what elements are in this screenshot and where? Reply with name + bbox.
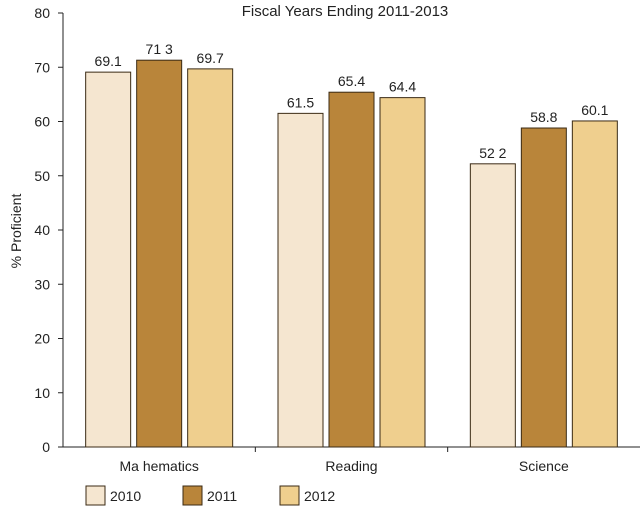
data-label: 69.1 [95, 53, 122, 69]
x-tick-label: Ma hematics [119, 458, 198, 474]
bar [379, 97, 426, 448]
y-axis-label: % Proficient [8, 194, 24, 269]
legend-item-label: 2011 [207, 488, 237, 504]
bar [277, 112, 324, 448]
legend-item-label: 2010 [110, 488, 141, 504]
legend-swatch [182, 485, 203, 506]
data-label: 69.7 [197, 50, 224, 66]
bar [469, 163, 516, 448]
data-label: 64.4 [389, 79, 416, 95]
legend-swatch [279, 485, 300, 506]
bar [136, 59, 183, 448]
data-label: 65.4 [338, 73, 365, 89]
bar [571, 120, 618, 448]
data-label: 60.1 [581, 102, 608, 118]
bar [520, 127, 567, 448]
y-tick-label: 70 [34, 59, 50, 75]
legend-swatch [85, 485, 106, 506]
y-tick-label: 40 [34, 222, 50, 238]
data-label: 52 2 [479, 145, 506, 161]
y-tick-label: 10 [34, 385, 50, 401]
data-label: 71 3 [146, 41, 173, 57]
y-tick-label: 60 [34, 114, 50, 130]
x-tick-label: Science [519, 458, 569, 474]
y-tick-label: 80 [34, 5, 50, 21]
y-tick-label: 20 [34, 331, 50, 347]
bar [187, 68, 234, 448]
data-label: 61.5 [287, 94, 314, 110]
bar [328, 91, 375, 448]
y-tick-label: 0 [42, 439, 50, 455]
plot-area: 0 10 20 30 40 50 60 70 80 69.1 71 3 69.7 Ma hematics… [34, 5, 640, 474]
x-tick-label: Reading [325, 458, 377, 474]
bar [85, 71, 132, 448]
legend: 2010 2011 2012 [85, 485, 335, 506]
y-tick-label: 50 [34, 168, 50, 184]
data-label: 58.8 [530, 109, 557, 125]
chart-title: Fiscal Years Ending 2011-2013 [242, 3, 449, 20]
legend-item-label: 2012 [304, 488, 335, 504]
y-tick-label: 30 [34, 276, 50, 292]
